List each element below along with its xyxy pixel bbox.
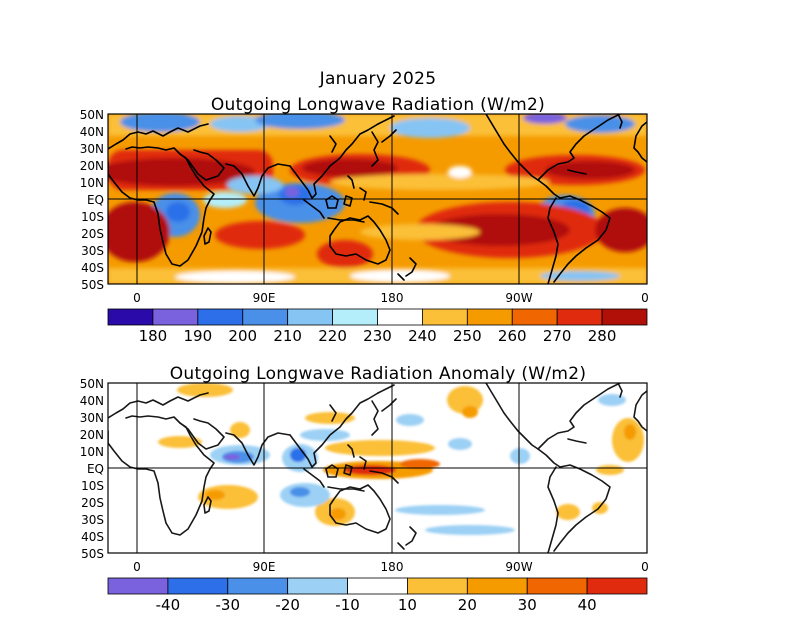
olr-anomaly-chart: Outgoing Longwave Radiation Anomaly (W/m…: [80, 364, 649, 614]
colorbar-swatch: [167, 577, 229, 595]
colorbar-tick-label: 10: [398, 596, 417, 614]
colorbar-swatch: [526, 577, 588, 595]
olr-ytick: 40S: [81, 261, 104, 275]
anomaly-xtick: 0: [133, 560, 141, 574]
colorbar-tick-label: 180: [139, 327, 168, 345]
colorbar-tick-label: 190: [184, 327, 213, 345]
olr-ytick: 10N: [80, 176, 104, 190]
anomaly-gridlines: [108, 383, 647, 553]
colorbar-tick-label: 260: [498, 327, 527, 345]
colorbar-swatch: [586, 577, 648, 595]
anomaly-ytick: 10S: [81, 479, 104, 493]
olr-frame: [107, 113, 648, 285]
colorbar-swatch: [466, 577, 528, 595]
colorbar-swatch: [511, 308, 558, 326]
colorbar-tick-label: 200: [228, 327, 257, 345]
anomaly-x-axis: 0 90E 180 90W 0: [133, 560, 649, 574]
anomaly-ytick: 30N: [80, 411, 104, 425]
olr-ytick: 30S: [81, 244, 104, 258]
anomaly-ytick: 40N: [80, 394, 104, 408]
colorbar-tick-label: -30: [216, 596, 241, 614]
colorbar-tick-label: 250: [453, 327, 482, 345]
colorbar-swatch: [332, 308, 378, 326]
anomaly-xtick: 90E: [253, 560, 276, 574]
olr-x-axis: 0 90E 180 90W 0: [133, 291, 649, 305]
colorbar-tick-label: 280: [588, 327, 617, 345]
olr-ytick: EQ: [87, 193, 104, 207]
colorbar-swatch: [287, 577, 348, 595]
colorbar-tick-label: 240: [408, 327, 437, 345]
colorbar-tick-label: -10: [335, 596, 360, 614]
colorbar-swatch: [347, 577, 408, 595]
olr-xtick: 0: [641, 291, 649, 305]
anomaly-ytick: 50S: [81, 547, 104, 561]
colorbar-tick-label: 210: [273, 327, 302, 345]
olr-y-axis: 50N 40N 30N 20N 10N EQ 10S 20S 30S 40S 5…: [80, 108, 104, 292]
colorbar-tick-label: -20: [275, 596, 300, 614]
olr-xtick: 90E: [253, 291, 276, 305]
colorbar-swatch: [287, 308, 333, 326]
figure-header: January 2025: [319, 69, 437, 89]
anomaly-ytick: 40S: [81, 530, 104, 544]
olr-ytick: 40N: [80, 125, 104, 139]
anomaly-ytick: 10N: [80, 445, 104, 459]
anomaly-y-axis: 50N 40N 30N 20N 10N EQ 10S 20S 30S 40S 5…: [80, 377, 104, 561]
chart-title-anomaly: Outgoing Longwave Radiation Anomaly (W/m…: [170, 364, 587, 384]
colorbar-tick-label: 270: [543, 327, 572, 345]
colorbar-tick-label: 40: [578, 596, 597, 614]
colorbar-swatch: [242, 308, 289, 326]
colorbar-swatch: [197, 308, 244, 326]
colorbar-tick-label: 220: [318, 327, 347, 345]
olr-ytick: 30N: [80, 142, 104, 156]
colorbar-swatch: [107, 308, 154, 326]
olr-colorbar-labels: 180 190 200 210 220 230 240 250 260 270 280: [139, 327, 617, 345]
anomaly-colorbar: [107, 577, 648, 595]
olr-colorbar: [107, 308, 648, 326]
anomaly-xtick: 180: [381, 560, 404, 574]
olr-xtick: 180: [381, 291, 404, 305]
anomaly-ytick: 50N: [80, 377, 104, 391]
chart-title-olr: Outgoing Longwave Radiation (W/m2): [211, 95, 545, 115]
colorbar-swatch: [152, 308, 199, 326]
olr-ytick: 10S: [81, 210, 104, 224]
olr-ytick: 20N: [80, 159, 104, 173]
olr-ytick: 50N: [80, 108, 104, 122]
olr-xtick: 90W: [505, 291, 532, 305]
colorbar-swatch: [407, 577, 468, 595]
colorbar-swatch: [422, 308, 468, 326]
anomaly-ytick: EQ: [87, 462, 104, 476]
colorbar-swatch: [227, 577, 289, 595]
anomaly-ytick: 20N: [80, 428, 104, 442]
colorbar-tick-label: 230: [363, 327, 392, 345]
colorbar-swatch: [377, 308, 423, 326]
olr-gridlines: [108, 114, 647, 284]
anomaly-xtick: 0: [641, 560, 649, 574]
colorbar-swatch: [601, 308, 648, 326]
colorbar-swatch: [466, 308, 513, 326]
colorbar-tick-label: 20: [458, 596, 477, 614]
anomaly-frame: [107, 382, 648, 554]
colorbar-swatch: [107, 577, 169, 595]
olr-xtick: 0: [133, 291, 141, 305]
colorbar-tick-label: 30: [518, 596, 537, 614]
olr-chart: Outgoing Longwave Radiation (W/m2): [80, 95, 649, 345]
anomaly-ytick: 20S: [81, 496, 104, 510]
anomaly-ytick: 30S: [81, 513, 104, 527]
colorbar-tick-label: -40: [156, 596, 181, 614]
olr-ytick: 20S: [81, 227, 104, 241]
olr-ytick: 50S: [81, 278, 104, 292]
anomaly-colorbar-labels: -40 -30 -20 -10 10 20 30 40: [156, 596, 597, 614]
anomaly-xtick: 90W: [505, 560, 532, 574]
colorbar-swatch: [556, 308, 603, 326]
